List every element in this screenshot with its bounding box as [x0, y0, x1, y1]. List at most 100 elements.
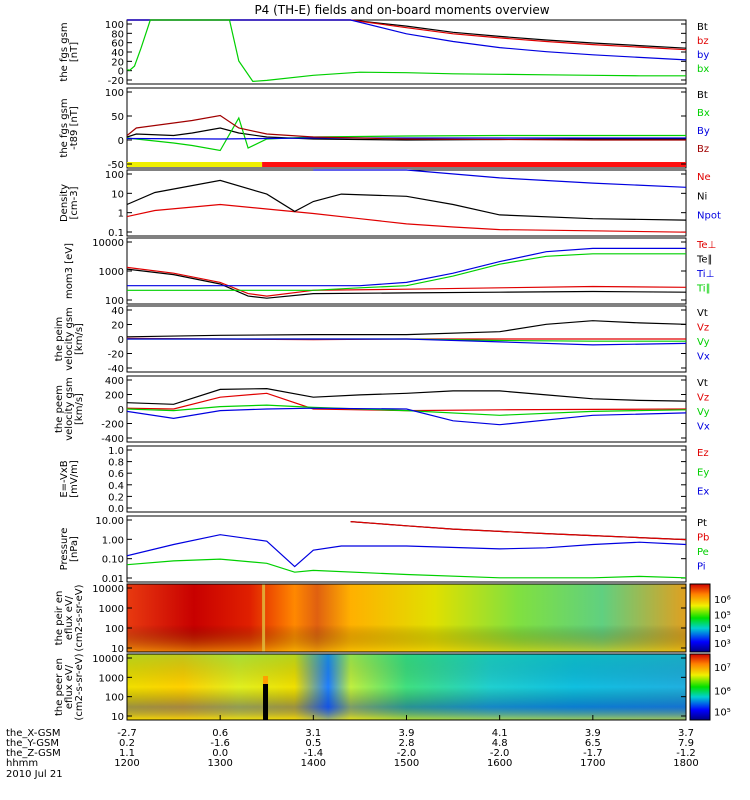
series-line: [126, 392, 687, 412]
y-axis-label: [km/s]: [74, 323, 85, 355]
ephemeris-value: -2.0: [490, 748, 510, 759]
ephemeris-value: 0.0: [212, 748, 228, 759]
ephemeris-value: -2.0: [397, 748, 417, 759]
y-tick-label: 100: [105, 88, 124, 99]
legend-label: Npot: [697, 211, 721, 222]
ephemeris-value: 1800: [673, 758, 698, 769]
colorbar-tick-label: 10⁴: [714, 624, 731, 635]
y-tick-label: 100: [105, 624, 124, 635]
colorbar: [689, 653, 711, 721]
series-line: [127, 19, 687, 51]
panel-frame: [126, 583, 687, 653]
legend-label: Ne: [697, 172, 711, 183]
legend-label: Bt: [697, 90, 708, 101]
legend-label: Te∥: [696, 255, 713, 266]
y-tick-label: -400: [101, 434, 124, 445]
y-axis-label: the peem: [54, 385, 65, 433]
colorbar-tick-label: 10⁵: [714, 611, 731, 622]
ephemeris-value: 4.1: [492, 728, 508, 739]
ephemeris-value: 1400: [301, 758, 326, 769]
ephemeris-value: -1.4: [304, 748, 324, 759]
colorbar: [689, 583, 711, 653]
y-axis-label: Pressure: [59, 528, 70, 571]
ephemeris-value: 3.9: [399, 728, 415, 739]
y-tick-label: 1.00: [102, 535, 124, 546]
y-tick-label: 1000: [99, 604, 124, 615]
y-tick-label: 0.6: [108, 469, 124, 480]
y-axis-label: the peir en: [54, 591, 65, 646]
ephemeris-value: 7.9: [678, 738, 694, 749]
y-tick-label: 10: [111, 712, 124, 723]
colorbar-tick-label: 10³: [714, 639, 731, 650]
y-axis-label: [cm-3]: [69, 186, 80, 219]
y-tick-label: 0: [118, 136, 124, 147]
legend-label: Te⊥: [696, 240, 716, 251]
legend-label: Vz: [697, 393, 709, 404]
series-line: [126, 114, 686, 141]
y-axis-label: (cm2-s-sr-eV): [74, 584, 85, 651]
series-line: [126, 268, 687, 299]
panel-frame: [126, 515, 687, 583]
series-line: [126, 534, 687, 568]
series-line: [127, 247, 686, 287]
y-tick-label: 100: [105, 20, 124, 31]
legend-label: Pi: [697, 562, 706, 573]
y-axis-label: [km/s]: [74, 393, 85, 425]
y-axis-label: eflux eV/: [64, 664, 75, 709]
y-tick-label: 50: [111, 112, 124, 123]
legend-label: Ni: [697, 191, 707, 202]
y-axis-label: mom3 [eV]: [64, 243, 75, 299]
legend-label: by: [697, 50, 709, 61]
y-tick-label: 0: [118, 405, 124, 416]
series-line: [126, 19, 686, 83]
y-axis-label: velocity gsm: [64, 307, 75, 371]
series-line: [126, 179, 687, 221]
ephemeris-value: 2.8: [399, 738, 415, 749]
spectrogram-overlay: [127, 654, 686, 720]
ephemeris-value: 4.8: [492, 738, 508, 749]
y-tick-label: 1: [118, 209, 124, 220]
legend-label: bz: [697, 36, 709, 47]
y-tick-label: -200: [101, 420, 124, 431]
ephemeris-row-label: the_Z-GSM: [6, 748, 61, 759]
legend-label: Vt: [697, 308, 708, 319]
y-tick-label: 20: [111, 321, 124, 332]
panel-frame: [126, 87, 687, 169]
series-line: [126, 116, 686, 152]
ephemeris-value: 6.5: [585, 738, 601, 749]
ephemeris-value: 1200: [114, 758, 139, 769]
series-line: [126, 320, 687, 338]
legend-label: Ez: [697, 448, 709, 459]
legend-label: Pb: [697, 533, 709, 544]
y-axis-label: Density: [59, 184, 70, 222]
panel-frame: [126, 19, 687, 85]
y-axis-label: the fgs gsm: [59, 22, 70, 81]
y-axis-label: E=-VxB: [59, 460, 70, 497]
y-tick-label: 1000: [99, 673, 124, 684]
ephemeris-value: 3.1: [305, 728, 321, 739]
ephemeris-value: 0.2: [119, 738, 135, 749]
y-tick-label: 1000: [99, 267, 124, 278]
panel-frame: [126, 445, 687, 513]
y-tick-label: 100: [105, 693, 124, 704]
mode-bar-fast: [262, 162, 686, 167]
ephemeris-value: 1600: [487, 758, 512, 769]
series-line: [126, 387, 687, 405]
series-line: [126, 558, 687, 579]
series-line: [126, 203, 687, 233]
y-tick-label: 60: [111, 39, 124, 50]
series-line: [126, 407, 687, 426]
spectrogram-overlay: [127, 584, 686, 652]
y-axis-label: the peim: [54, 317, 65, 362]
legend-label: Ey: [697, 467, 709, 478]
ephemeris-value: 1300: [207, 758, 232, 769]
legend-label: By: [697, 126, 710, 137]
y-tick-label: 0.8: [108, 458, 124, 469]
y-tick-label: 0.1: [108, 228, 124, 239]
legend-label: bx: [697, 64, 709, 75]
y-tick-label: 0.4: [108, 481, 124, 492]
spectrogram-gap: [263, 684, 269, 720]
y-tick-label: 0.2: [108, 492, 124, 503]
